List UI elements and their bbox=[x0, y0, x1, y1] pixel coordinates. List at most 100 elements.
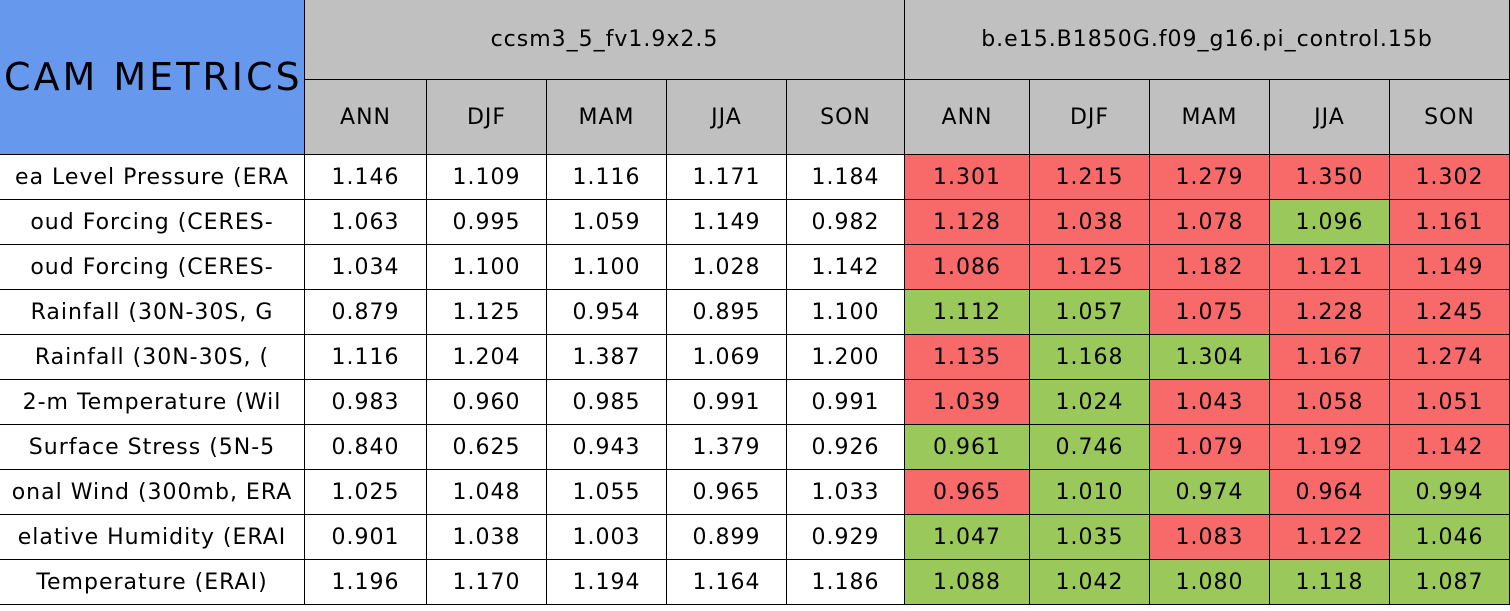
row-label: ea Level Pressure (ERA bbox=[0, 155, 305, 200]
value-cell: 1.204 bbox=[427, 335, 547, 380]
value-cell: 0.964 bbox=[1270, 470, 1390, 515]
row-label: Temperature (ERAI) bbox=[0, 560, 305, 605]
value-cell: 1.043 bbox=[1150, 380, 1270, 425]
value-cell: 1.024 bbox=[1030, 380, 1150, 425]
season-header: SON bbox=[1390, 80, 1510, 155]
value-cell: 1.128 bbox=[905, 200, 1030, 245]
season-header: SON bbox=[787, 80, 905, 155]
season-header: JJA bbox=[1270, 80, 1390, 155]
value-cell: 1.047 bbox=[905, 515, 1030, 560]
value-cell: 1.304 bbox=[1150, 335, 1270, 380]
value-cell: 1.245 bbox=[1390, 290, 1510, 335]
value-cell: 1.063 bbox=[305, 200, 427, 245]
season-header: MAM bbox=[547, 80, 667, 155]
value-cell: 1.186 bbox=[787, 560, 905, 605]
value-cell: 1.078 bbox=[1150, 200, 1270, 245]
value-cell: 1.121 bbox=[1270, 245, 1390, 290]
value-cell: 0.961 bbox=[905, 425, 1030, 470]
value-cell: 1.096 bbox=[1270, 200, 1390, 245]
value-cell: 1.028 bbox=[667, 245, 787, 290]
value-cell: 0.625 bbox=[427, 425, 547, 470]
row-label: elative Humidity (ERAI bbox=[0, 515, 305, 560]
row-label: onal Wind (300mb, ERA bbox=[0, 470, 305, 515]
row-label: oud Forcing (CERES- bbox=[0, 245, 305, 290]
value-cell: 1.379 bbox=[667, 425, 787, 470]
value-cell: 1.194 bbox=[547, 560, 667, 605]
value-cell: 1.142 bbox=[1390, 425, 1510, 470]
value-cell: 1.003 bbox=[547, 515, 667, 560]
value-cell: 1.100 bbox=[787, 290, 905, 335]
row-label: Rainfall (30N-30S, ( bbox=[0, 335, 305, 380]
value-cell: 0.943 bbox=[547, 425, 667, 470]
value-cell: 1.192 bbox=[1270, 425, 1390, 470]
season-header: DJF bbox=[1030, 80, 1150, 155]
season-header: DJF bbox=[427, 80, 547, 155]
value-cell: 1.079 bbox=[1150, 425, 1270, 470]
value-cell: 1.274 bbox=[1390, 335, 1510, 380]
value-cell: 1.387 bbox=[547, 335, 667, 380]
season-header: ANN bbox=[305, 80, 427, 155]
season-header: JJA bbox=[667, 80, 787, 155]
row-label: Surface Stress (5N-5 bbox=[0, 425, 305, 470]
value-cell: 1.083 bbox=[1150, 515, 1270, 560]
value-cell: 0.901 bbox=[305, 515, 427, 560]
value-cell: 1.125 bbox=[1030, 245, 1150, 290]
group-header: ccsm3_5_fv1.9x2.5 bbox=[305, 0, 905, 80]
value-cell: 1.118 bbox=[1270, 560, 1390, 605]
value-cell: 1.164 bbox=[667, 560, 787, 605]
value-cell: 0.895 bbox=[667, 290, 787, 335]
value-cell: 1.087 bbox=[1390, 560, 1510, 605]
value-cell: 1.125 bbox=[427, 290, 547, 335]
table-title: CAM METRICS bbox=[0, 0, 305, 155]
value-cell: 0.960 bbox=[427, 380, 547, 425]
value-cell: 0.991 bbox=[667, 380, 787, 425]
value-cell: 1.196 bbox=[305, 560, 427, 605]
value-cell: 0.899 bbox=[667, 515, 787, 560]
value-cell: 0.746 bbox=[1030, 425, 1150, 470]
value-cell: 1.039 bbox=[905, 380, 1030, 425]
value-cell: 0.965 bbox=[667, 470, 787, 515]
value-cell: 1.059 bbox=[547, 200, 667, 245]
value-cell: 1.171 bbox=[667, 155, 787, 200]
value-cell: 1.184 bbox=[787, 155, 905, 200]
value-cell: 0.840 bbox=[305, 425, 427, 470]
value-cell: 1.279 bbox=[1150, 155, 1270, 200]
value-cell: 1.182 bbox=[1150, 245, 1270, 290]
value-cell: 1.122 bbox=[1270, 515, 1390, 560]
value-cell: 1.146 bbox=[305, 155, 427, 200]
value-cell: 1.100 bbox=[547, 245, 667, 290]
value-cell: 1.035 bbox=[1030, 515, 1150, 560]
value-cell: 1.033 bbox=[787, 470, 905, 515]
value-cell: 0.985 bbox=[547, 380, 667, 425]
value-cell: 1.058 bbox=[1270, 380, 1390, 425]
value-cell: 0.954 bbox=[547, 290, 667, 335]
group-header: b.e15.B1850G.f09_g16.pi_control.15b bbox=[905, 0, 1510, 80]
value-cell: 1.301 bbox=[905, 155, 1030, 200]
value-cell: 1.149 bbox=[1390, 245, 1510, 290]
value-cell: 1.135 bbox=[905, 335, 1030, 380]
value-cell: 1.350 bbox=[1270, 155, 1390, 200]
value-cell: 1.034 bbox=[305, 245, 427, 290]
value-cell: 1.025 bbox=[305, 470, 427, 515]
value-cell: 1.302 bbox=[1390, 155, 1510, 200]
value-cell: 0.974 bbox=[1150, 470, 1270, 515]
value-cell: 0.994 bbox=[1390, 470, 1510, 515]
value-cell: 0.926 bbox=[787, 425, 905, 470]
value-cell: 1.228 bbox=[1270, 290, 1390, 335]
value-cell: 0.995 bbox=[427, 200, 547, 245]
row-label: oud Forcing (CERES- bbox=[0, 200, 305, 245]
value-cell: 1.042 bbox=[1030, 560, 1150, 605]
value-cell: 1.161 bbox=[1390, 200, 1510, 245]
row-label: Rainfall (30N-30S, G bbox=[0, 290, 305, 335]
value-cell: 1.112 bbox=[905, 290, 1030, 335]
value-cell: 1.038 bbox=[427, 515, 547, 560]
value-cell: 0.929 bbox=[787, 515, 905, 560]
row-label: 2-m Temperature (Wil bbox=[0, 380, 305, 425]
value-cell: 0.983 bbox=[305, 380, 427, 425]
value-cell: 1.168 bbox=[1030, 335, 1150, 380]
value-cell: 1.149 bbox=[667, 200, 787, 245]
value-cell: 0.965 bbox=[905, 470, 1030, 515]
value-cell: 0.982 bbox=[787, 200, 905, 245]
value-cell: 1.109 bbox=[427, 155, 547, 200]
